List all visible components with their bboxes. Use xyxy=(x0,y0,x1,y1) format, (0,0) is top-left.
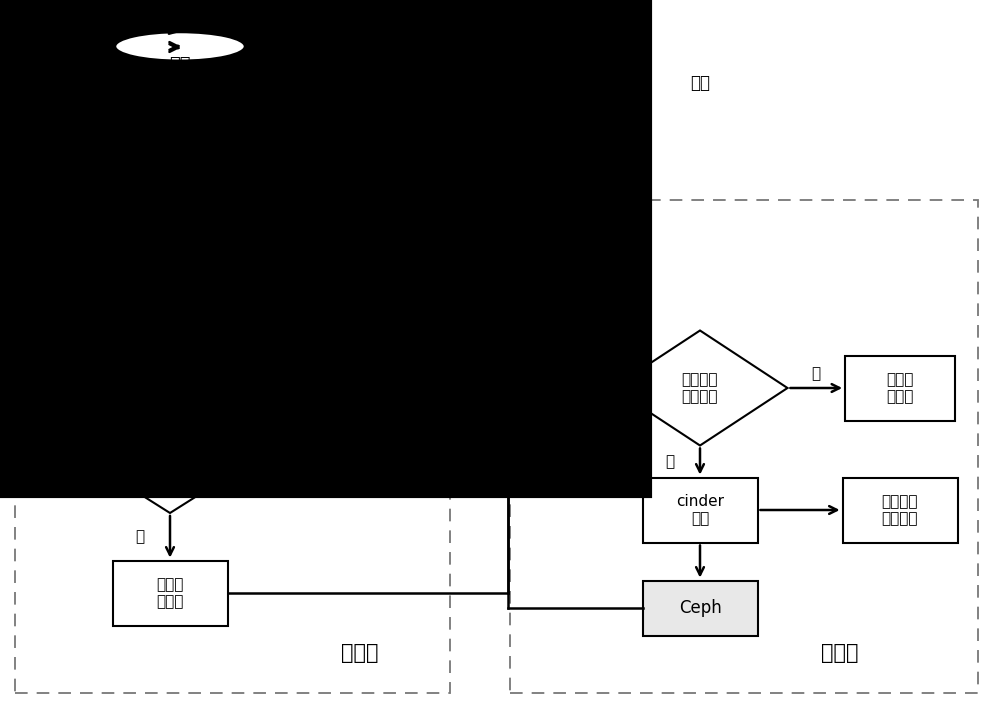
Text: 否: 否 xyxy=(811,367,821,382)
Text: 是: 是 xyxy=(665,455,675,469)
Text: 磁盘容量
耗尽通知: 磁盘容量 耗尽通知 xyxy=(882,493,918,526)
Bar xyxy=(15,10,450,198)
Text: 是: 是 xyxy=(135,530,145,544)
Text: 继续
监控: 继续 监控 xyxy=(351,437,369,469)
Text: 否: 否 xyxy=(277,271,287,287)
Text: 继续
监控: 继续 监控 xyxy=(351,277,369,309)
Bar xyxy=(112,561,228,625)
Text: 中断响
应进程: 中断响 应进程 xyxy=(156,577,184,609)
Bar xyxy=(842,477,958,542)
Text: 是否添加优先
中断的进程: 是否添加优先 中断的进程 xyxy=(143,437,197,469)
Ellipse shape xyxy=(115,32,245,61)
Bar xyxy=(642,581,758,636)
Text: Shell脚本监测: Shell脚本监测 xyxy=(25,13,99,28)
Bar xyxy=(115,47,245,90)
Text: 扩容: 扩容 xyxy=(690,74,710,92)
Text: Ceph: Ceph xyxy=(679,599,721,617)
Bar xyxy=(510,200,978,693)
Ellipse shape xyxy=(115,75,245,104)
Text: 磁盘使
用量: 磁盘使 用量 xyxy=(166,132,194,164)
Bar xyxy=(642,477,758,542)
Text: 否: 否 xyxy=(282,431,292,447)
Text: 步骤一: 步骤一 xyxy=(321,128,359,148)
Text: 磁盘空间
是否用尽: 磁盘空间 是否用尽 xyxy=(682,372,718,404)
Text: 是否超过
了预警值: 是否超过 了预警值 xyxy=(152,277,188,309)
Bar xyxy=(126,117,234,179)
Bar xyxy=(310,262,410,324)
Polygon shape xyxy=(612,331,788,445)
Bar xyxy=(845,355,955,421)
Text: 收集数据: 收集数据 xyxy=(162,118,198,134)
Bar xyxy=(310,422,410,484)
Text: cinder
扩容: cinder 扩容 xyxy=(676,493,724,526)
Text: 步骤二: 步骤二 xyxy=(341,643,379,663)
Polygon shape xyxy=(85,236,255,350)
Text: 告警通
知用户: 告警通 知用户 xyxy=(886,372,914,404)
Bar xyxy=(15,200,450,693)
Text: 步骤三: 步骤三 xyxy=(821,643,859,663)
Polygon shape xyxy=(75,393,265,513)
Text: 云盘: 云盘 xyxy=(169,56,191,74)
